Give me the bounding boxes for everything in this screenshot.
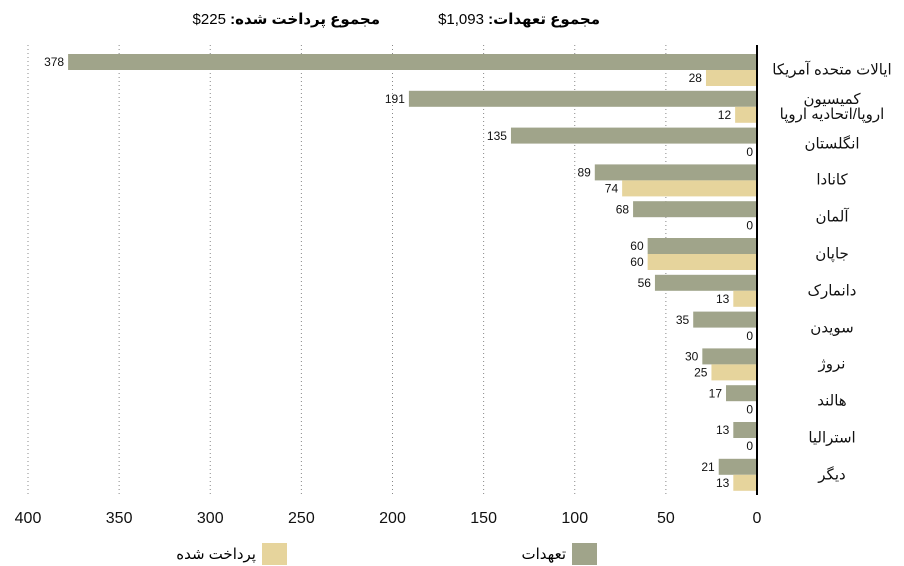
bar	[510, 127, 757, 144]
value-label: 0	[746, 402, 753, 416]
bar	[633, 201, 757, 218]
bar	[693, 311, 757, 328]
value-label: 35	[676, 313, 690, 327]
bar	[705, 70, 757, 86]
bar	[647, 254, 757, 270]
x-tick-label: 250	[288, 510, 315, 527]
category-label: انگلستان	[804, 135, 860, 153]
category-label: دانمارک	[807, 282, 857, 300]
category-label: آلمان	[815, 208, 849, 226]
category-label: هالند	[817, 392, 847, 410]
value-label: 0	[746, 329, 753, 343]
value-label: 74	[605, 182, 619, 196]
bar	[68, 54, 758, 70]
value-label: 13	[716, 423, 730, 437]
category-label: سویدن	[810, 319, 854, 337]
value-label: 60	[630, 255, 644, 269]
total-value: $1,093	[438, 11, 484, 28]
value-label: 0	[746, 145, 753, 159]
bar	[735, 106, 757, 123]
bar	[733, 474, 757, 491]
total: مجموع پرداخت شده: $225	[193, 10, 380, 28]
total-value: $225	[192, 11, 226, 28]
value-label: 191	[385, 92, 405, 106]
bar	[622, 180, 757, 197]
legend-label: پرداخت شده	[176, 546, 256, 563]
category-label: کانادا	[816, 171, 848, 189]
value-label: 135	[487, 129, 507, 143]
total-label: مجموع تعهدات:	[488, 11, 600, 28]
category-label: ایالات متحده آمریکا	[772, 61, 892, 79]
value-label: 25	[694, 366, 708, 380]
value-label: 60	[630, 239, 644, 253]
legend-swatch	[262, 543, 287, 565]
value-label: 56	[638, 276, 652, 290]
bar	[718, 458, 757, 475]
value-label: 68	[616, 202, 630, 216]
x-tick-label: 0	[753, 510, 762, 527]
bar	[726, 385, 757, 402]
total: مجموع تعهدات: $1,093	[438, 10, 600, 28]
x-tick-label: 50	[657, 510, 675, 527]
category-label: جاپان	[815, 245, 849, 263]
x-tick-label: 400	[15, 510, 42, 527]
x-tick-label: 300	[197, 510, 224, 527]
value-label: 0	[746, 439, 753, 453]
value-label: 12	[718, 108, 732, 122]
value-label: 89	[577, 166, 591, 180]
bar	[733, 422, 757, 438]
bar	[408, 90, 757, 107]
bar	[654, 274, 757, 291]
value-label: 21	[701, 460, 715, 474]
value-label: 13	[716, 292, 730, 306]
category-label: دیگر	[818, 466, 846, 484]
bar	[647, 238, 757, 254]
value-label: 30	[685, 350, 699, 364]
bar	[594, 164, 757, 181]
value-label: 378	[44, 55, 64, 69]
bar	[702, 348, 757, 365]
category-label: کمیسیون اروپا/اتحادیه اروپا	[779, 90, 885, 123]
x-tick-label: 350	[106, 510, 133, 527]
value-label: 0	[746, 218, 753, 232]
x-tick-label: 200	[379, 510, 406, 527]
value-label: 28	[689, 71, 703, 85]
category-label: نروژ	[818, 355, 846, 373]
value-label: 17	[709, 386, 723, 400]
category-label: استرالیا	[808, 429, 856, 447]
total-label: مجموع پرداخت شده:	[230, 11, 380, 28]
bar	[733, 290, 757, 307]
value-label: 13	[716, 476, 730, 490]
bar	[711, 364, 757, 381]
legend-swatch	[572, 543, 597, 565]
legend-label: تعهدات	[521, 546, 567, 563]
x-tick-label: 150	[470, 510, 497, 527]
x-tick-label: 100	[561, 510, 588, 527]
